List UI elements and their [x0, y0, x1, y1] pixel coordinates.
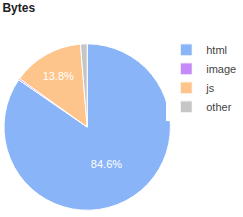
svg-text:other: other [206, 101, 231, 113]
svg-text:html: html [206, 44, 227, 56]
svg-text:84.6%: 84.6% [91, 158, 122, 170]
svg-text:image: image [206, 63, 236, 75]
svg-text:13.8%: 13.8% [43, 70, 74, 82]
svg-text:js: js [205, 82, 214, 94]
svg-text:Bytes: Bytes [2, 1, 35, 15]
